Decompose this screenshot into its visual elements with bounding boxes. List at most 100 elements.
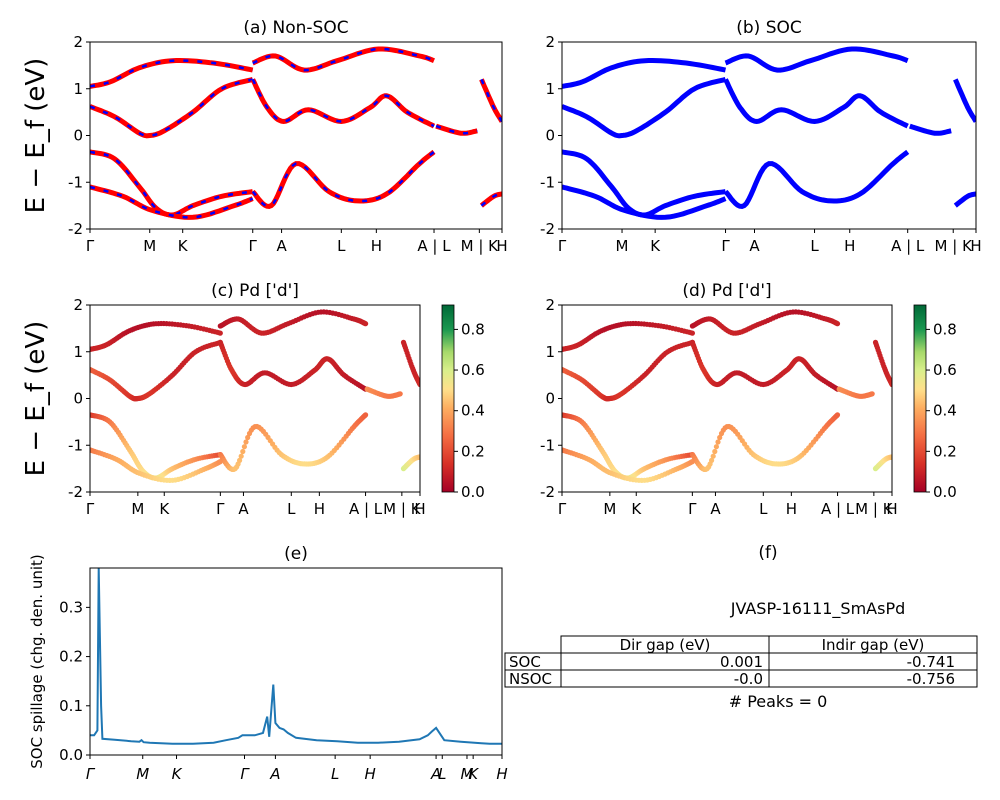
panel-a-band-red: [435, 123, 478, 136]
panel-c-point: [243, 439, 249, 445]
panel-c-title: (c) Pd ['d']: [211, 281, 299, 301]
panel-d-xtick-label: M | K: [855, 500, 894, 518]
panel-a-band-blue: [480, 192, 502, 207]
panel-d-ytick-label: 2: [545, 296, 555, 314]
panel-c-point: [237, 457, 243, 463]
panel-a-xtick-label: A | L: [417, 237, 451, 255]
panel-c-point: [363, 412, 369, 418]
panel-e-xtick-label: K: [468, 765, 479, 783]
panel-d-ytick-label: 0: [545, 390, 555, 408]
panel-c-xtick-label: A | L: [349, 500, 383, 518]
panel-b-xtick-label: K: [650, 237, 661, 255]
panel-e-spillage-line: [90, 568, 502, 745]
panel-d-ytick-label: 1: [545, 343, 555, 361]
panel-a-ytick-label: 0: [73, 127, 83, 145]
gap-table-row-label: SOC: [509, 653, 541, 671]
panel-d-point: [834, 321, 841, 327]
panel-e-xtick-label: Γ: [86, 765, 96, 783]
panel-a-ytick-label: 1: [73, 80, 83, 98]
panel-e-xtick-label: K: [172, 765, 183, 783]
panel-e-ytick-label: 0.1: [59, 697, 83, 715]
panel-b-title: (b) SOC: [736, 18, 802, 38]
gap-table-indir-gap: -0.756: [907, 670, 955, 688]
panel-b-xtick-label: L: [810, 237, 819, 255]
panel-a-xtick-label: L: [337, 237, 346, 255]
panel-a-xtick-label: A: [276, 237, 287, 255]
panel-a-ylabel: E − E_f (eV): [21, 58, 51, 214]
panel-c-point: [363, 321, 369, 327]
panel-c-colorbar-label: 0.4: [461, 402, 485, 420]
panel-b-xtick-label: A: [749, 237, 760, 255]
panel-b-ytick-label: 0: [545, 127, 555, 145]
panel-d-colorbar-label: 0.2: [933, 442, 957, 460]
panel-a-band-blue: [480, 78, 502, 123]
panel-d-xtick-label: K: [631, 500, 642, 518]
panel-c-colorbar-label: 0.6: [461, 361, 485, 379]
panel-d-xtick-label: H: [886, 500, 897, 518]
panel-d-point: [717, 434, 723, 441]
panel-c-ytick-label: -1: [68, 436, 83, 454]
panel-c-colorbar: [441, 304, 455, 493]
panel-d-point: [710, 453, 716, 459]
panel-c-xtick-label: M | K: [383, 500, 422, 518]
panel-a-band-red: [90, 184, 254, 220]
panel-b-xtick-label: Γ: [558, 237, 567, 255]
panel-d-point: [689, 330, 696, 336]
panel-b-band: [562, 58, 727, 89]
panel-a-band-blue: [251, 150, 435, 208]
panel-c-point: [241, 444, 247, 450]
panel-c-xtick-label: H: [414, 500, 425, 518]
panel-d-colorbar-label: 0.6: [933, 361, 957, 379]
panel-a-band-red: [250, 78, 436, 129]
panel-d-xtick-label: M: [603, 500, 616, 518]
panel-e-ytick-label: 0.3: [59, 598, 83, 616]
panel-c-ytick-label: 1: [73, 343, 83, 361]
panel-c-ytick-label: -2: [68, 483, 83, 501]
panel-c-xtick-label: H: [314, 500, 325, 518]
panel-b-xtick-label: M | K: [935, 237, 974, 255]
panel-a-band-blue: [90, 59, 253, 88]
panel-d-point: [715, 439, 721, 445]
panel-c-xtick-label: Γ: [86, 500, 95, 518]
panel-c-point: [217, 330, 223, 336]
panel-a-band-red: [250, 149, 436, 209]
panel-c-ytick-label: 0: [73, 390, 83, 408]
panel-d-point: [869, 391, 875, 397]
panel-c-point: [245, 434, 251, 441]
panel-e-xtick-label: A: [430, 765, 441, 783]
panel-d-point: [712, 448, 718, 455]
panel-a-band-blue: [90, 78, 254, 138]
panel-a-ytick-label: 2: [73, 33, 83, 51]
gap-table-header: Dir gap (eV): [620, 636, 711, 654]
panel-a-band-red: [479, 78, 502, 123]
panel-e-ylabel: SOC spillage (chg. den. unit): [28, 554, 46, 769]
panel-d-colorbar-label: 0.8: [933, 320, 957, 338]
panel-e-xtick-label: A: [269, 765, 280, 783]
material-id: JVASP-16111_SmAsPd: [730, 599, 906, 619]
panel-a-ytick-label: -1: [68, 173, 83, 191]
panel-d-point: [889, 454, 892, 460]
panel-b-ytick-label: 2: [545, 33, 555, 51]
panel-c-ytick-label: 2: [73, 296, 83, 314]
panel-a-xtick-label: M: [143, 237, 156, 255]
panel-b-xtick-label: H: [844, 237, 855, 255]
panel-c-xtick-label: Γ: [216, 500, 225, 518]
panel-a-band-blue: [251, 78, 435, 128]
gap-table-dir-gap: -0.0: [734, 670, 763, 688]
panel-a-xtick-label: H: [371, 237, 382, 255]
panel-e-ytick-label: 0.2: [59, 648, 83, 666]
gap-table-dir-gap: 0.001: [720, 653, 763, 671]
gap-table-row-label: NSOC: [509, 670, 552, 688]
panel-d-ytick-label: -2: [540, 483, 555, 501]
panel-a-xtick-label: Γ: [86, 237, 95, 255]
panel-d-point: [709, 457, 715, 463]
panel-b-band: [562, 184, 727, 220]
panel-b-xtick-label: H: [970, 237, 981, 255]
panel-d-xtick-label: Γ: [688, 500, 697, 518]
panel-b-band: [723, 149, 910, 209]
gap-table-header: Indir gap (eV): [822, 636, 925, 654]
panel-d-xtick-label: A | L: [821, 500, 855, 518]
panel-b-band: [953, 191, 976, 208]
panel-e-xtick-label: L: [331, 765, 339, 783]
panel-d-colorbar-label: 0.4: [933, 402, 957, 420]
